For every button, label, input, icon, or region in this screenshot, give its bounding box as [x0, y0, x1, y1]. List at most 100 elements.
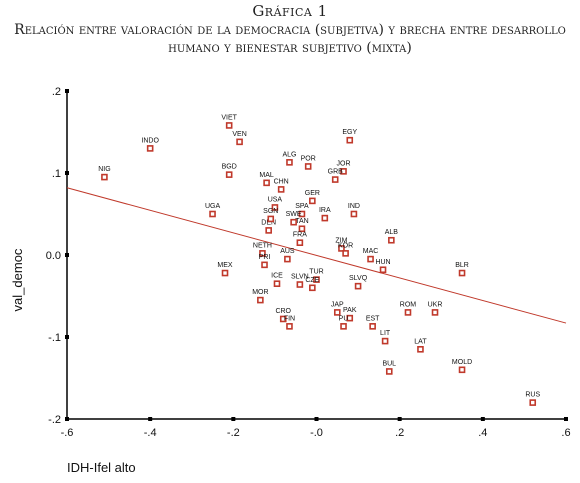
data-point [379, 266, 387, 274]
data-point [225, 171, 233, 178]
point-label: TUR [309, 269, 323, 276]
point-label: MAC [363, 248, 379, 255]
point-label: CZE [305, 277, 319, 284]
data-point [388, 236, 395, 244]
data-point [333, 309, 341, 316]
point-label: ICE [271, 273, 283, 280]
point-label: VEN [232, 131, 246, 138]
data-point [221, 269, 229, 277]
y-axis-title: val_democ [10, 248, 25, 311]
point-label: UKR [428, 301, 443, 308]
data-point [529, 399, 537, 406]
data-point [340, 168, 347, 175]
data-point [321, 214, 329, 222]
data-point [290, 218, 297, 226]
point-label: AUS [280, 248, 295, 255]
data-point [261, 261, 268, 269]
x-tick-mark [148, 417, 153, 421]
point-label: FIN [284, 315, 295, 322]
x-tick-mark [564, 417, 568, 421]
point-label: LIT [380, 330, 391, 337]
x-tick-mark [231, 417, 236, 421]
data-point [265, 227, 272, 234]
data-point [298, 210, 306, 218]
point-label: INDO [141, 137, 159, 144]
y-tick-label: .2 [52, 86, 61, 98]
data-point [286, 159, 293, 166]
data-point [277, 186, 285, 193]
figure-heading: Gráfica 1 Relación entre valoración de l… [0, 2, 580, 57]
point-label: POR [301, 155, 316, 162]
data-point [350, 210, 358, 218]
data-point [385, 368, 393, 375]
data-point [309, 284, 316, 292]
data-point [340, 323, 347, 330]
data-point [369, 323, 376, 330]
point-label: ALB [385, 229, 399, 236]
x-tick-label: -.0 [310, 427, 323, 439]
point-label: PU [339, 315, 349, 322]
point-label: MEX [217, 262, 233, 269]
point-label: PAK [343, 307, 357, 314]
data-point [259, 250, 266, 257]
data-point [458, 269, 466, 277]
data-point [263, 179, 270, 187]
point-label: GER [305, 190, 320, 197]
data-point [342, 250, 349, 257]
data-point [267, 215, 275, 223]
data-point [417, 345, 424, 353]
data-point [236, 138, 243, 146]
point-label: HUN [375, 259, 390, 266]
data-point [146, 145, 154, 152]
y-tick-mark [65, 171, 69, 175]
point-label: MOR [252, 289, 268, 296]
point-label: USA [268, 196, 283, 203]
data-point [257, 296, 264, 304]
point-label: SPA [295, 203, 309, 210]
data-point [271, 204, 279, 211]
point-label: ALG [282, 151, 296, 158]
point-label: SLVQ [349, 275, 368, 282]
point-label: CHN [274, 178, 289, 185]
x-axis-title: IDH-Ifel alto [67, 460, 136, 475]
point-label: SWE [286, 211, 302, 218]
y-tick-mark [65, 89, 69, 93]
point-label: KOR [338, 242, 353, 249]
data-point [338, 245, 345, 252]
point-label: MAL [259, 172, 274, 179]
point-label: UGA [205, 203, 221, 210]
y-tick-mark [65, 253, 69, 257]
data-point [404, 309, 412, 316]
point-label: VIET [221, 114, 237, 121]
point-label: TAN [295, 218, 308, 225]
data-point [431, 309, 439, 316]
point-label: BGD [222, 164, 237, 171]
data-point [458, 366, 466, 374]
point-label: JOR [337, 160, 351, 167]
figure-label: Gráfica 1 [252, 2, 328, 20]
data-point [304, 163, 312, 170]
x-tick-label: .4 [478, 427, 487, 439]
data-point [296, 239, 304, 246]
data-point [354, 282, 362, 290]
x-tick-label: -.2 [227, 427, 240, 439]
point-label: BUL [382, 360, 396, 367]
x-tick-label: .6 [561, 427, 570, 439]
data-point [284, 255, 291, 263]
data-point [309, 197, 316, 205]
x-tick-mark [314, 417, 319, 421]
x-tick-label: -.4 [144, 427, 157, 439]
point-label: ROM [400, 301, 417, 308]
point-label: GRB [328, 169, 344, 176]
x-tick-label: .2 [395, 427, 404, 439]
point-label: IND [348, 203, 360, 210]
data-point [346, 314, 354, 322]
data-point [101, 173, 108, 181]
x-tick-mark [480, 417, 485, 421]
point-label: NIG [98, 166, 110, 173]
point-label: EST [366, 315, 380, 322]
x-tick-mark [65, 417, 69, 421]
point-label: IRA [319, 207, 331, 214]
